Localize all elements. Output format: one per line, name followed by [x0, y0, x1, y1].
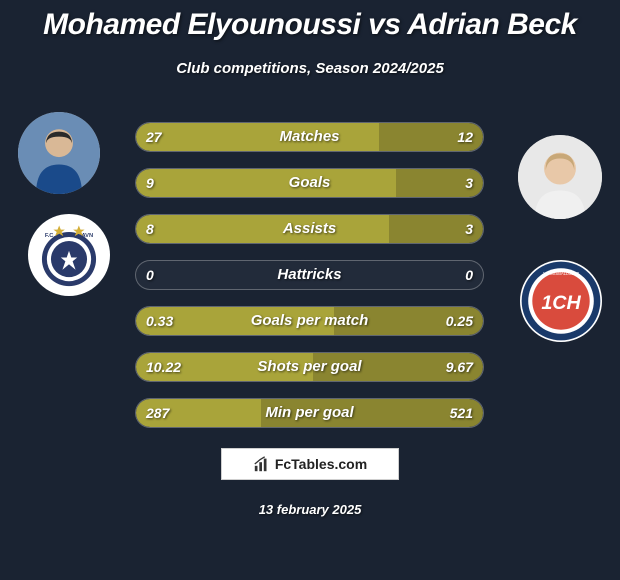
svg-text:1CH: 1CH	[541, 292, 581, 314]
comparison-title: Mohamed Elyounoussi vs Adrian Beck	[0, 0, 620, 42]
club-badge-icon: 1CH 1. FUSSBALLCLUB	[520, 260, 602, 342]
comparison-date: 13 february 2025	[0, 502, 620, 517]
source-attribution: FcTables.com	[221, 448, 399, 480]
stat-row: 10.229.67Shots per goal	[135, 352, 484, 382]
player-right-avatar	[518, 135, 602, 219]
svg-text:F.C. KØBENHAVN: F.C. KØBENHAVN	[45, 233, 93, 239]
stat-label: Hattricks	[136, 261, 483, 289]
club-right-logo: 1CH 1. FUSSBALLCLUB	[520, 260, 602, 342]
person-icon	[518, 135, 602, 219]
stat-label: Matches	[136, 123, 483, 151]
club-left-logo: F.C. KØBENHAVN	[28, 214, 110, 296]
player-left-avatar	[18, 112, 100, 194]
comparison-subtitle: Club competitions, Season 2024/2025	[0, 60, 620, 77]
stat-label: Goals	[136, 169, 483, 197]
stat-row: 2712Matches	[135, 122, 484, 152]
stat-label: Assists	[136, 215, 483, 243]
stat-row: 83Assists	[135, 214, 484, 244]
stats-container: 2712Matches 93Goals 83Assists 00Hattricks 0.…	[135, 122, 484, 444]
stat-row: 0.330.25Goals per match	[135, 306, 484, 336]
source-text: FcTables.com	[275, 456, 367, 472]
club-badge-icon: F.C. KØBENHAVN	[28, 214, 110, 296]
stat-row: 287521Min per goal	[135, 398, 484, 428]
stat-label: Goals per match	[136, 307, 483, 335]
stat-row: 93Goals	[135, 168, 484, 198]
svg-text:1. FUSSBALLCLUB: 1. FUSSBALLCLUB	[543, 271, 580, 276]
stat-row: 00Hattricks	[135, 260, 484, 290]
stat-label: Shots per goal	[136, 353, 483, 381]
chart-icon	[253, 455, 271, 473]
stat-label: Min per goal	[136, 399, 483, 427]
person-icon	[18, 112, 100, 194]
